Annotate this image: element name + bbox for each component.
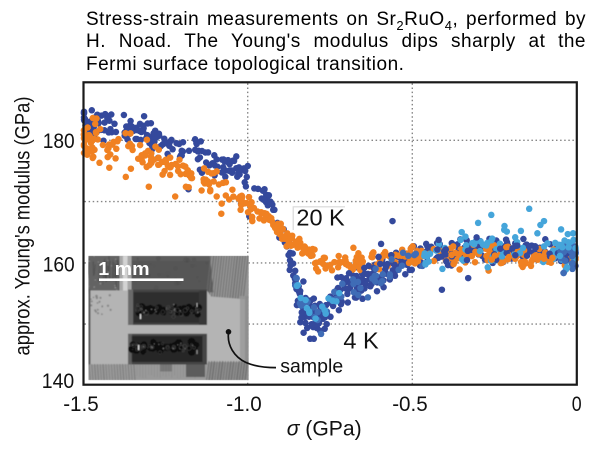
svg-text:140: 140 — [42, 369, 74, 393]
svg-text:160: 160 — [43, 252, 75, 276]
svg-text:sample: sample — [280, 355, 343, 377]
svg-text:approx. Young's modulus (GPa): approx. Young's modulus (GPa) — [11, 97, 34, 356]
svg-text:180: 180 — [43, 129, 75, 153]
svg-text:-1.0: -1.0 — [226, 392, 262, 416]
svg-text:-1.5: -1.5 — [63, 392, 99, 416]
svg-text:4 K: 4 K — [343, 328, 379, 354]
svg-text:0: 0 — [572, 392, 582, 416]
svg-text:σ (GPa): σ (GPa) — [287, 417, 362, 441]
svg-text:-0.5: -0.5 — [392, 392, 428, 416]
svg-text:1 mm: 1 mm — [98, 258, 149, 279]
svg-text:20 K: 20 K — [296, 205, 345, 231]
